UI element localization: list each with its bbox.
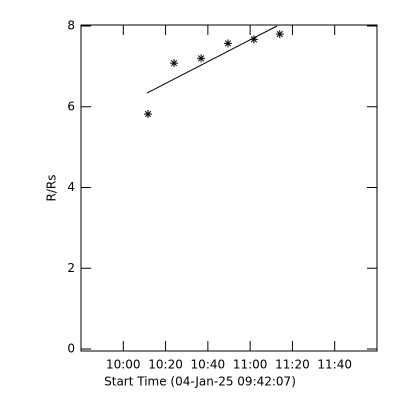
x-tick-label: 11:20 xyxy=(275,358,310,372)
y-axis-label: R/Rs xyxy=(45,175,59,202)
asterisk-stroke xyxy=(224,40,232,47)
fit-line xyxy=(146,25,278,94)
asterisk-stroke xyxy=(197,55,205,62)
asterisk-point xyxy=(223,39,232,48)
asterisk-point xyxy=(197,54,206,63)
plot-frame xyxy=(80,24,378,352)
y-tick-label: 4 xyxy=(67,180,75,194)
asterisk-point xyxy=(144,110,153,119)
x-tick-label: 11:00 xyxy=(233,358,268,372)
y-tick-label: 0 xyxy=(67,342,75,356)
x-tick-label: 10:20 xyxy=(148,358,183,372)
y-tick-label: 2 xyxy=(67,261,75,275)
asterisk-point xyxy=(275,30,284,39)
y-tick-label: 8 xyxy=(67,19,75,33)
asterisk-stroke xyxy=(276,30,283,38)
asterisk-stroke xyxy=(170,59,178,67)
x-tick-label: 10:40 xyxy=(191,358,226,372)
x-axis-label: Start Time (04-Jan-25 09:42:07) xyxy=(104,375,296,389)
asterisk-stroke xyxy=(144,110,152,118)
y-tick-label: 6 xyxy=(67,99,75,113)
x-tick-label: 11:40 xyxy=(317,358,352,372)
asterisk-point xyxy=(170,59,179,68)
x-tick-label: 10:00 xyxy=(106,358,141,372)
